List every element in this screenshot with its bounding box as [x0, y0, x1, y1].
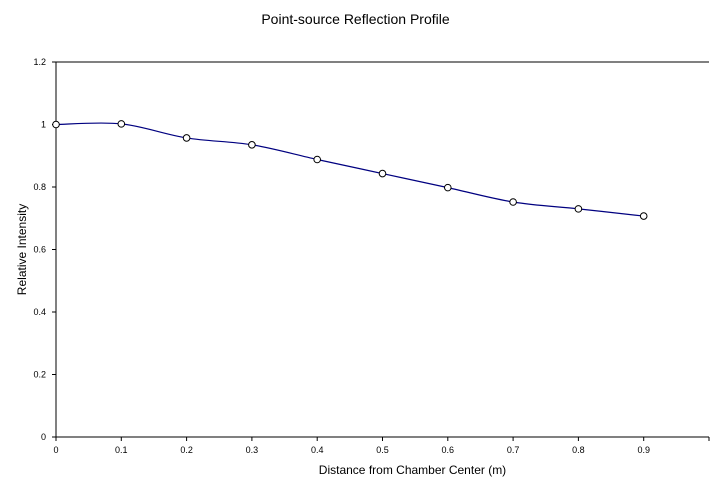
series-markers	[52, 120, 648, 220]
y-tick-label: 1	[41, 120, 46, 130]
x-tick-label: 0.7	[507, 445, 520, 455]
y-tick-label: 1.2	[33, 57, 46, 67]
data-point	[574, 205, 583, 213]
data-point	[509, 198, 517, 206]
x-ticks: 0 0.1 0.2 0.3 0.4 0.5 0.6 0.7 0.8 0.9	[53, 437, 710, 455]
data-point	[52, 120, 60, 129]
data-point	[182, 134, 191, 142]
y-ticks: 0 0.2 0.4 0.6 0.8 1 1.2	[33, 57, 56, 442]
x-tick-label: 0	[53, 445, 58, 455]
y-tick-label: 0.8	[33, 182, 46, 192]
x-tick-label: 0.8	[572, 445, 585, 455]
chart-title: Point-source Reflection Profile	[261, 11, 450, 27]
x-tick-label: 0.1	[115, 445, 128, 455]
y-tick-label: 0.6	[33, 245, 46, 255]
data-point	[444, 183, 452, 192]
x-tick-label: 0.9	[637, 445, 650, 455]
y-tick-label: 0.2	[33, 370, 46, 380]
data-point	[639, 212, 648, 220]
y-tick-label: 0.4	[33, 307, 46, 317]
y-axis-title: Relative Intensity	[15, 204, 29, 295]
data-point	[248, 141, 256, 149]
series-line	[55, 122, 644, 217]
x-tick-label: 0.5	[376, 445, 389, 455]
axes	[55, 61, 709, 438]
x-tick-label: 0.4	[311, 445, 324, 455]
x-tick-label: 0.3	[246, 445, 259, 455]
data-point	[313, 155, 322, 164]
data-point	[117, 120, 126, 128]
data-point	[378, 169, 387, 178]
x-tick-label: 0.2	[180, 445, 193, 455]
y-tick-label: 0	[41, 432, 46, 442]
x-tick-label: 0.6	[442, 445, 455, 455]
x-axis-title: Distance from Chamber Center (m)	[319, 463, 506, 477]
